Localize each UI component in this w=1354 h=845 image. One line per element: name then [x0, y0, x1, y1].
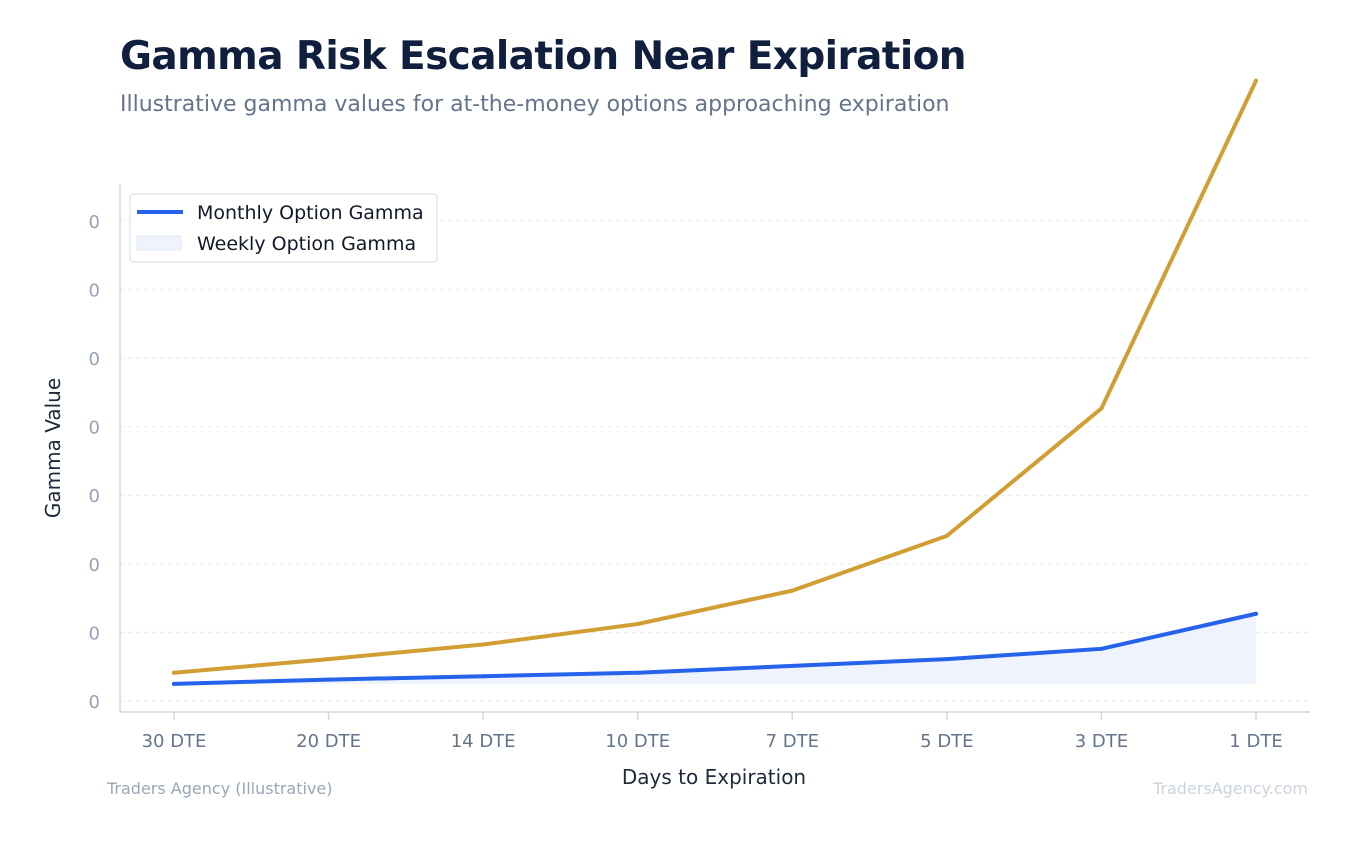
data-point — [1254, 611, 1258, 616]
data-point — [790, 663, 795, 668]
data-point — [172, 670, 176, 675]
data-point — [481, 642, 486, 647]
y-tick-label: 0 — [89, 486, 100, 507]
legend-box — [129, 193, 438, 263]
x-tick-label: 10 DTE — [605, 731, 670, 752]
legend: Monthly Option Gamma Weekly Option Gamma — [129, 193, 438, 263]
data-point — [1254, 78, 1258, 83]
data-point — [172, 681, 176, 686]
data-point — [326, 657, 331, 662]
legend-swatch-weekly — [136, 235, 182, 251]
x-tick-label: 14 DTE — [451, 731, 516, 752]
y-tick-label: 0 — [89, 555, 100, 576]
x-tick-label: 3 DTE — [1075, 731, 1128, 752]
chart-title: Gamma Risk Escalation Near Expiration — [120, 34, 967, 79]
y-tick-label: 0 — [89, 418, 100, 439]
x-tick-label: 7 DTE — [766, 731, 819, 752]
x-tick-label: 20 DTE — [296, 731, 361, 752]
y-tick-label: 0 — [89, 692, 100, 713]
x-axis-ticks: 30 DTE 20 DTE 14 DTE 10 DTE 7 DTE 5 DTE 3 DTE 1… — [142, 712, 1283, 752]
brand-watermark: TradersAgency.com — [1152, 779, 1308, 798]
data-point — [944, 657, 949, 662]
y-tick-label: 0 — [89, 349, 100, 370]
y-tick-label: 0 — [89, 280, 100, 301]
data-point — [1099, 406, 1104, 411]
series-line-weekly — [172, 78, 1258, 675]
data-point — [635, 622, 640, 627]
y-axis-label: Gamma Value — [41, 378, 65, 518]
x-tick-label: 30 DTE — [142, 731, 207, 752]
data-point — [635, 670, 640, 675]
source-note: Traders Agency (Illustrative) — [107, 779, 333, 798]
data-point — [1099, 646, 1104, 651]
y-axis-ticks: 0 0 0 0 0 0 0 0 — [89, 212, 100, 713]
x-tick-label: 1 DTE — [1229, 731, 1282, 752]
x-axis-label: Days to Expiration — [622, 765, 806, 789]
data-point — [944, 533, 949, 538]
y-tick-label: 0 — [89, 623, 100, 644]
data-point — [326, 677, 331, 682]
data-point — [481, 674, 486, 679]
series-area-fill — [174, 613, 1256, 684]
y-tick-label: 0 — [89, 212, 100, 233]
legend-label-monthly: Monthly Option Gamma — [197, 202, 424, 224]
series-line-monthly — [172, 611, 1258, 686]
series-group — [172, 78, 1258, 686]
grid-lines — [120, 220, 1310, 702]
data-point — [790, 588, 795, 593]
legend-label-weekly: Weekly Option Gamma — [197, 233, 416, 255]
x-tick-label: 5 DTE — [920, 731, 973, 752]
chart-subtitle: Illustrative gamma values for at-the-mon… — [120, 92, 950, 117]
